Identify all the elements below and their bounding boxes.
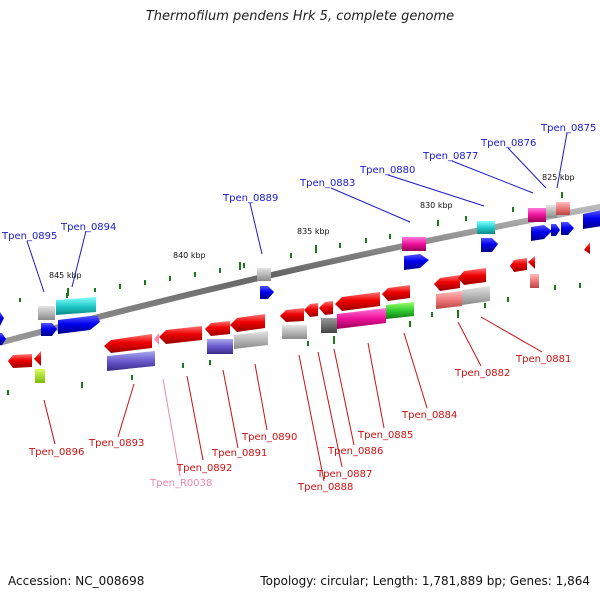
gene-label[interactable]: Tpen_0891 [211,448,267,459]
gene-box[interactable] [35,369,45,383]
gene-box[interactable] [386,302,414,319]
gene-arrow[interactable] [434,275,460,291]
gene-arrow[interactable] [0,333,6,345]
gene-arrow[interactable] [58,316,100,334]
gene-arrow[interactable] [382,285,410,301]
outer-tick-ring [19,192,563,302]
gene-arrow[interactable] [0,312,4,326]
gene-arrow[interactable] [260,286,274,299]
gene-arrow[interactable] [230,314,265,332]
gene-box[interactable] [546,205,557,218]
gene-arrow[interactable] [280,308,304,322]
gene-arrow[interactable] [583,210,600,229]
gene-box[interactable] [56,297,96,315]
gene-arrow[interactable] [205,321,230,336]
upper-leader-lines [26,132,568,293]
gene-arrow[interactable] [551,224,560,236]
gene-box[interactable] [107,351,155,371]
gene-box[interactable] [337,308,386,329]
gene-arrow[interactable] [319,301,333,315]
map-title: Thermofilum pendens Hrk 5, complete geno… [145,9,455,24]
gene-box[interactable] [38,306,55,320]
gene-label[interactable]: Tpen_0875 [540,123,596,134]
gene-box[interactable] [477,221,495,234]
reverse-strand-genes [8,256,539,383]
gene-label[interactable]: Tpen_0895 [1,231,57,242]
gene-label[interactable]: Tpen_0886 [327,446,383,457]
gene-arrow[interactable] [335,292,380,311]
kbp-label: 845 kbp [49,271,82,280]
kbp-label: 840 kbp [173,251,206,260]
gene-arrow[interactable] [8,354,32,368]
kbp-label: 835 kbp [297,227,330,236]
gene-label[interactable]: Tpen_0882 [454,368,510,379]
gene-label[interactable]: Tpen_0883 [299,178,355,189]
genome-summary-text: Topology: circular; Length: 1,781,889 bp… [260,574,590,588]
gene-box[interactable] [257,268,271,281]
gene-box[interactable] [556,202,570,215]
gene-box[interactable] [530,274,539,288]
gene-arrow[interactable] [481,238,498,252]
gene-box[interactable] [436,291,462,309]
gene-box[interactable] [282,325,307,339]
gene-box[interactable] [528,208,546,222]
kbp-label: 830 kbp [420,201,453,210]
gene-label[interactable]: Tpen_R0038 [149,478,212,489]
gene-arrow[interactable] [458,268,486,285]
gene-arrow[interactable] [561,222,574,235]
lower-gene-labels: Tpen_0896 Tpen_0893 Tpen_R0038 Tpen_0892… [28,354,571,493]
gene-label[interactable]: Tpen_0887 [316,469,372,480]
gene-label[interactable]: Tpen_0892 [176,463,232,474]
gene-arrow[interactable] [154,333,159,345]
gene-arrow[interactable] [584,242,590,254]
gene-box[interactable] [207,339,233,354]
gene-label[interactable]: Tpen_0889 [222,193,278,204]
gene-arrow[interactable] [404,254,429,270]
gene-label[interactable]: Tpen_0876 [480,138,536,149]
forward-strand-genes [0,202,600,345]
gene-arrow[interactable] [304,303,318,317]
gene-label[interactable]: Tpen_0894 [60,222,116,233]
accession-text: Accession: NC_008698 [8,574,145,588]
gene-arrow[interactable] [34,351,41,366]
gene-arrow[interactable] [159,326,202,344]
gene-label[interactable]: Tpen_0884 [401,410,457,421]
kbp-ruler: 845 kbp 840 kbp 835 kbp 830 kbp 825 kbp [49,173,575,280]
kbp-label: 825 kbp [542,173,575,182]
gene-arrow[interactable] [510,258,527,272]
gene-label[interactable]: Tpen_0888 [297,482,353,493]
gene-label[interactable]: Tpen_0893 [88,438,144,449]
gene-box[interactable] [462,286,490,305]
gene-label[interactable]: Tpen_0881 [515,354,571,365]
gene-label[interactable]: Tpen_0880 [359,165,415,176]
gene-box[interactable] [234,331,268,349]
gene-arrow[interactable] [41,323,57,336]
inner-tick-ring [7,283,581,395]
gene-label[interactable]: Tpen_0890 [241,432,297,443]
gene-box[interactable] [402,237,426,251]
gene-arrow[interactable] [528,256,535,269]
gene-arrow[interactable] [531,225,552,241]
gene-arrow[interactable] [104,334,152,353]
upper-gene-labels: Tpen_0895 Tpen_0894 Tpen_0889 Tpen_0883 … [1,123,596,242]
rna-leader-line [162,378,181,477]
gene-label[interactable]: Tpen_0885 [357,430,413,441]
gene-box[interactable] [321,318,337,333]
gene-label[interactable]: Tpen_0896 [28,447,84,458]
lower-leader-lines [43,316,543,482]
gene-label[interactable]: Tpen_0877 [422,151,478,162]
